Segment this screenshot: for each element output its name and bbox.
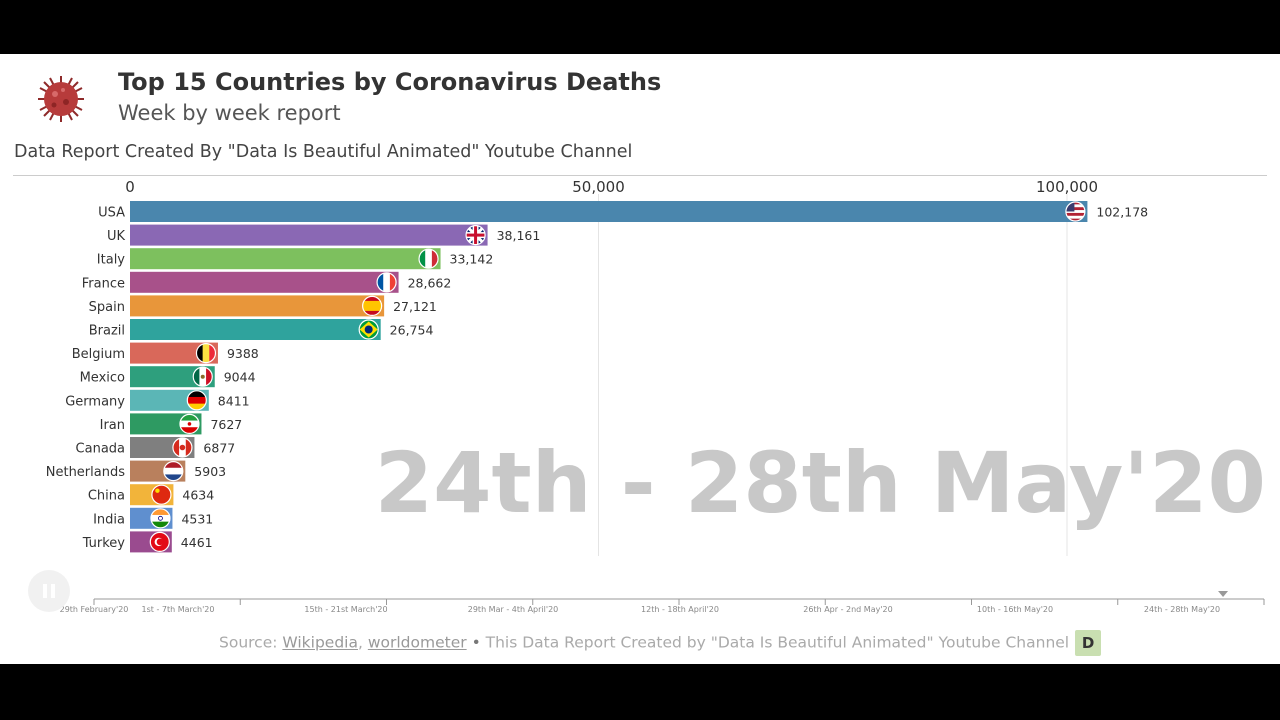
- flag-uk-icon: [465, 225, 486, 246]
- value-label: 9044: [224, 370, 256, 385]
- value-label: 4461: [181, 535, 213, 550]
- bar: [130, 224, 488, 246]
- country-label: Belgium: [72, 347, 125, 362]
- country-label: Canada: [76, 442, 125, 457]
- flag-mexico-icon: [192, 366, 213, 387]
- country-label: China: [88, 489, 125, 504]
- source-separator: ,: [357, 633, 368, 652]
- country-label: UK: [107, 229, 126, 244]
- x-tick-label: 100,000: [1036, 178, 1098, 196]
- bar: [130, 248, 441, 270]
- source-footer: Source: Wikipedia, worldometer • This Da…: [219, 630, 1102, 656]
- country-label: Mexico: [80, 371, 125, 386]
- pause-button[interactable]: [28, 570, 70, 612]
- flag-canada-icon: [172, 437, 193, 458]
- country-label: Iran: [100, 418, 125, 433]
- timeline-label[interactable]: 1st - 7th March'20: [142, 605, 215, 614]
- value-label: 6877: [203, 441, 235, 456]
- value-label: 7627: [210, 417, 242, 432]
- header-divider: [13, 175, 1267, 176]
- country-label: Netherlands: [46, 465, 125, 480]
- country-label: Brazil: [89, 324, 125, 339]
- value-label: 28,662: [408, 275, 452, 290]
- flag-italy-icon: [418, 248, 439, 269]
- x-tick-label: 0: [125, 178, 135, 196]
- bar: [130, 366, 215, 388]
- chart-title: Top 15 Countries by Coronavirus Deaths: [118, 68, 662, 96]
- flag-netherlands-icon: [163, 461, 184, 482]
- chart-subtitle: Week by week report: [118, 101, 341, 125]
- timeline-label[interactable]: 29th February'20: [60, 605, 129, 614]
- timeline-label[interactable]: 24th - 28th May'20: [1144, 605, 1220, 614]
- value-label: 8411: [218, 393, 250, 408]
- flag-brazil-icon: [358, 319, 379, 340]
- coronavirus-icon: [38, 76, 84, 122]
- country-label: Turkey: [82, 536, 126, 551]
- value-label: 102,178: [1096, 205, 1148, 220]
- chart-credit: Data Report Created By "Data Is Beautifu…: [14, 142, 633, 162]
- flag-spain-icon: [362, 295, 383, 316]
- timeline-label[interactable]: 26th Apr - 2nd May'20: [803, 605, 892, 614]
- timeline-label[interactable]: 12th - 18th April'20: [641, 605, 719, 614]
- flag-turkey-icon: [149, 531, 170, 552]
- chart-canvas: Top 15 Countries by Coronavirus Deaths W…: [0, 54, 1280, 664]
- bar: [130, 342, 218, 364]
- current-period-watermark: 24th - 28th May'20: [374, 434, 1266, 532]
- value-label: 5903: [194, 464, 226, 479]
- source-prefix: Source:: [219, 633, 283, 652]
- flag-usa-icon: [1065, 201, 1086, 222]
- bar: [130, 271, 399, 293]
- country-label: India: [93, 512, 125, 527]
- x-tick-label: 50,000: [572, 178, 625, 196]
- flag-china-icon: [151, 484, 172, 505]
- pause-icon: [43, 584, 47, 598]
- value-label: 33,142: [450, 252, 494, 267]
- country-label: France: [82, 276, 125, 291]
- bar: [130, 295, 385, 317]
- value-label: 27,121: [393, 299, 437, 314]
- channel-logo: D: [1075, 630, 1102, 656]
- flag-germany-icon: [186, 390, 207, 411]
- flag-iran-icon: [179, 413, 200, 434]
- value-label: 9388: [227, 346, 259, 361]
- bar: [130, 319, 381, 340]
- timeline-label[interactable]: 29th Mar - 4th April'20: [468, 605, 559, 614]
- timeline-handle[interactable]: [1218, 591, 1229, 597]
- flag-india-icon: [150, 508, 171, 529]
- value-label: 4531: [181, 511, 213, 526]
- bar: [130, 201, 1088, 222]
- flag-france-icon: [376, 272, 397, 293]
- country-label: Germany: [65, 394, 125, 409]
- timeline-label[interactable]: 10th - 16th May'20: [977, 605, 1053, 614]
- value-label: 38,161: [497, 228, 541, 243]
- footer-text: This Data Report Created by "Data Is Bea…: [485, 633, 1070, 652]
- timeline-label[interactable]: 15th - 21st March'20: [304, 605, 387, 614]
- wikipedia-link[interactable]: Wikipedia: [282, 633, 358, 652]
- value-label: 26,754: [390, 323, 434, 338]
- country-label: USA: [98, 206, 125, 221]
- flag-belgium-icon: [195, 343, 217, 364]
- country-label: Italy: [97, 253, 126, 268]
- bar-chart: 0 50,000 100,000 USA 102,178 UK 38,161 Italy 33…: [46, 178, 1265, 614]
- value-label: 4634: [182, 488, 214, 503]
- footer-bullet: •: [466, 633, 486, 652]
- worldometer-link[interactable]: worldometer: [367, 633, 467, 652]
- country-label: Spain: [89, 300, 125, 315]
